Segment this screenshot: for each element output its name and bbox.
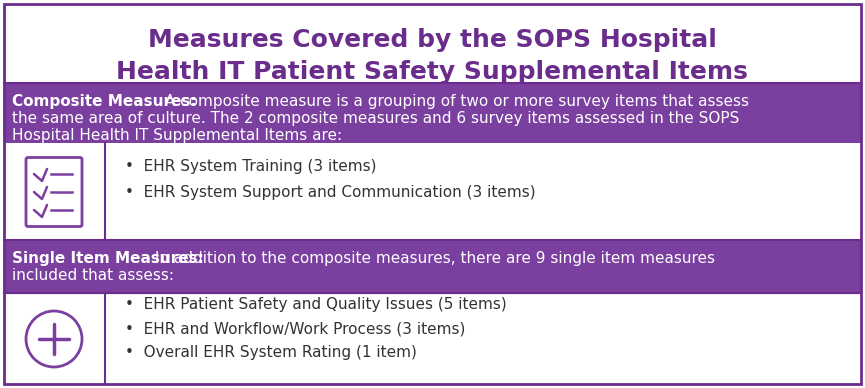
Text: Measures Covered by the SOPS Hospital: Measures Covered by the SOPS Hospital	[148, 28, 716, 52]
Text: Composite Measures:: Composite Measures:	[12, 94, 196, 109]
Text: the same area of culture. The 2 composite measures and 6 survey items assessed i: the same area of culture. The 2 composit…	[12, 111, 740, 126]
Text: In addition to the composite measures, there are 9 single item measures: In addition to the composite measures, t…	[150, 251, 715, 266]
Text: Health IT Patient Safety Supplemental Items: Health IT Patient Safety Supplemental It…	[116, 60, 748, 84]
Text: A composite measure is a grouping of two or more survey items that assess: A composite measure is a grouping of two…	[160, 94, 749, 109]
Bar	[4, 143, 861, 240]
Text: •  EHR and Workflow/Work Process (3 items): • EHR and Workflow/Work Process (3 items…	[125, 322, 465, 336]
Text: Single Item Measures:: Single Item Measures:	[12, 251, 204, 266]
Text: •  EHR System Training (3 items): • EHR System Training (3 items)	[125, 159, 376, 173]
Text: •  Overall EHR System Rating (1 item): • Overall EHR System Rating (1 item)	[125, 345, 417, 360]
Text: •  EHR Patient Safety and Quality Issues (5 items): • EHR Patient Safety and Quality Issues …	[125, 298, 507, 312]
Bar	[4, 240, 861, 293]
Text: •  EHR System Support and Communication (3 items): • EHR System Support and Communication (…	[125, 185, 535, 199]
Bar	[4, 293, 861, 384]
Bar	[4, 83, 861, 143]
Circle shape	[26, 311, 82, 367]
FancyBboxPatch shape	[26, 158, 82, 227]
Text: Hospital Health IT Supplemental Items are:: Hospital Health IT Supplemental Items ar…	[12, 128, 343, 143]
Text: included that assess:: included that assess:	[12, 268, 174, 283]
